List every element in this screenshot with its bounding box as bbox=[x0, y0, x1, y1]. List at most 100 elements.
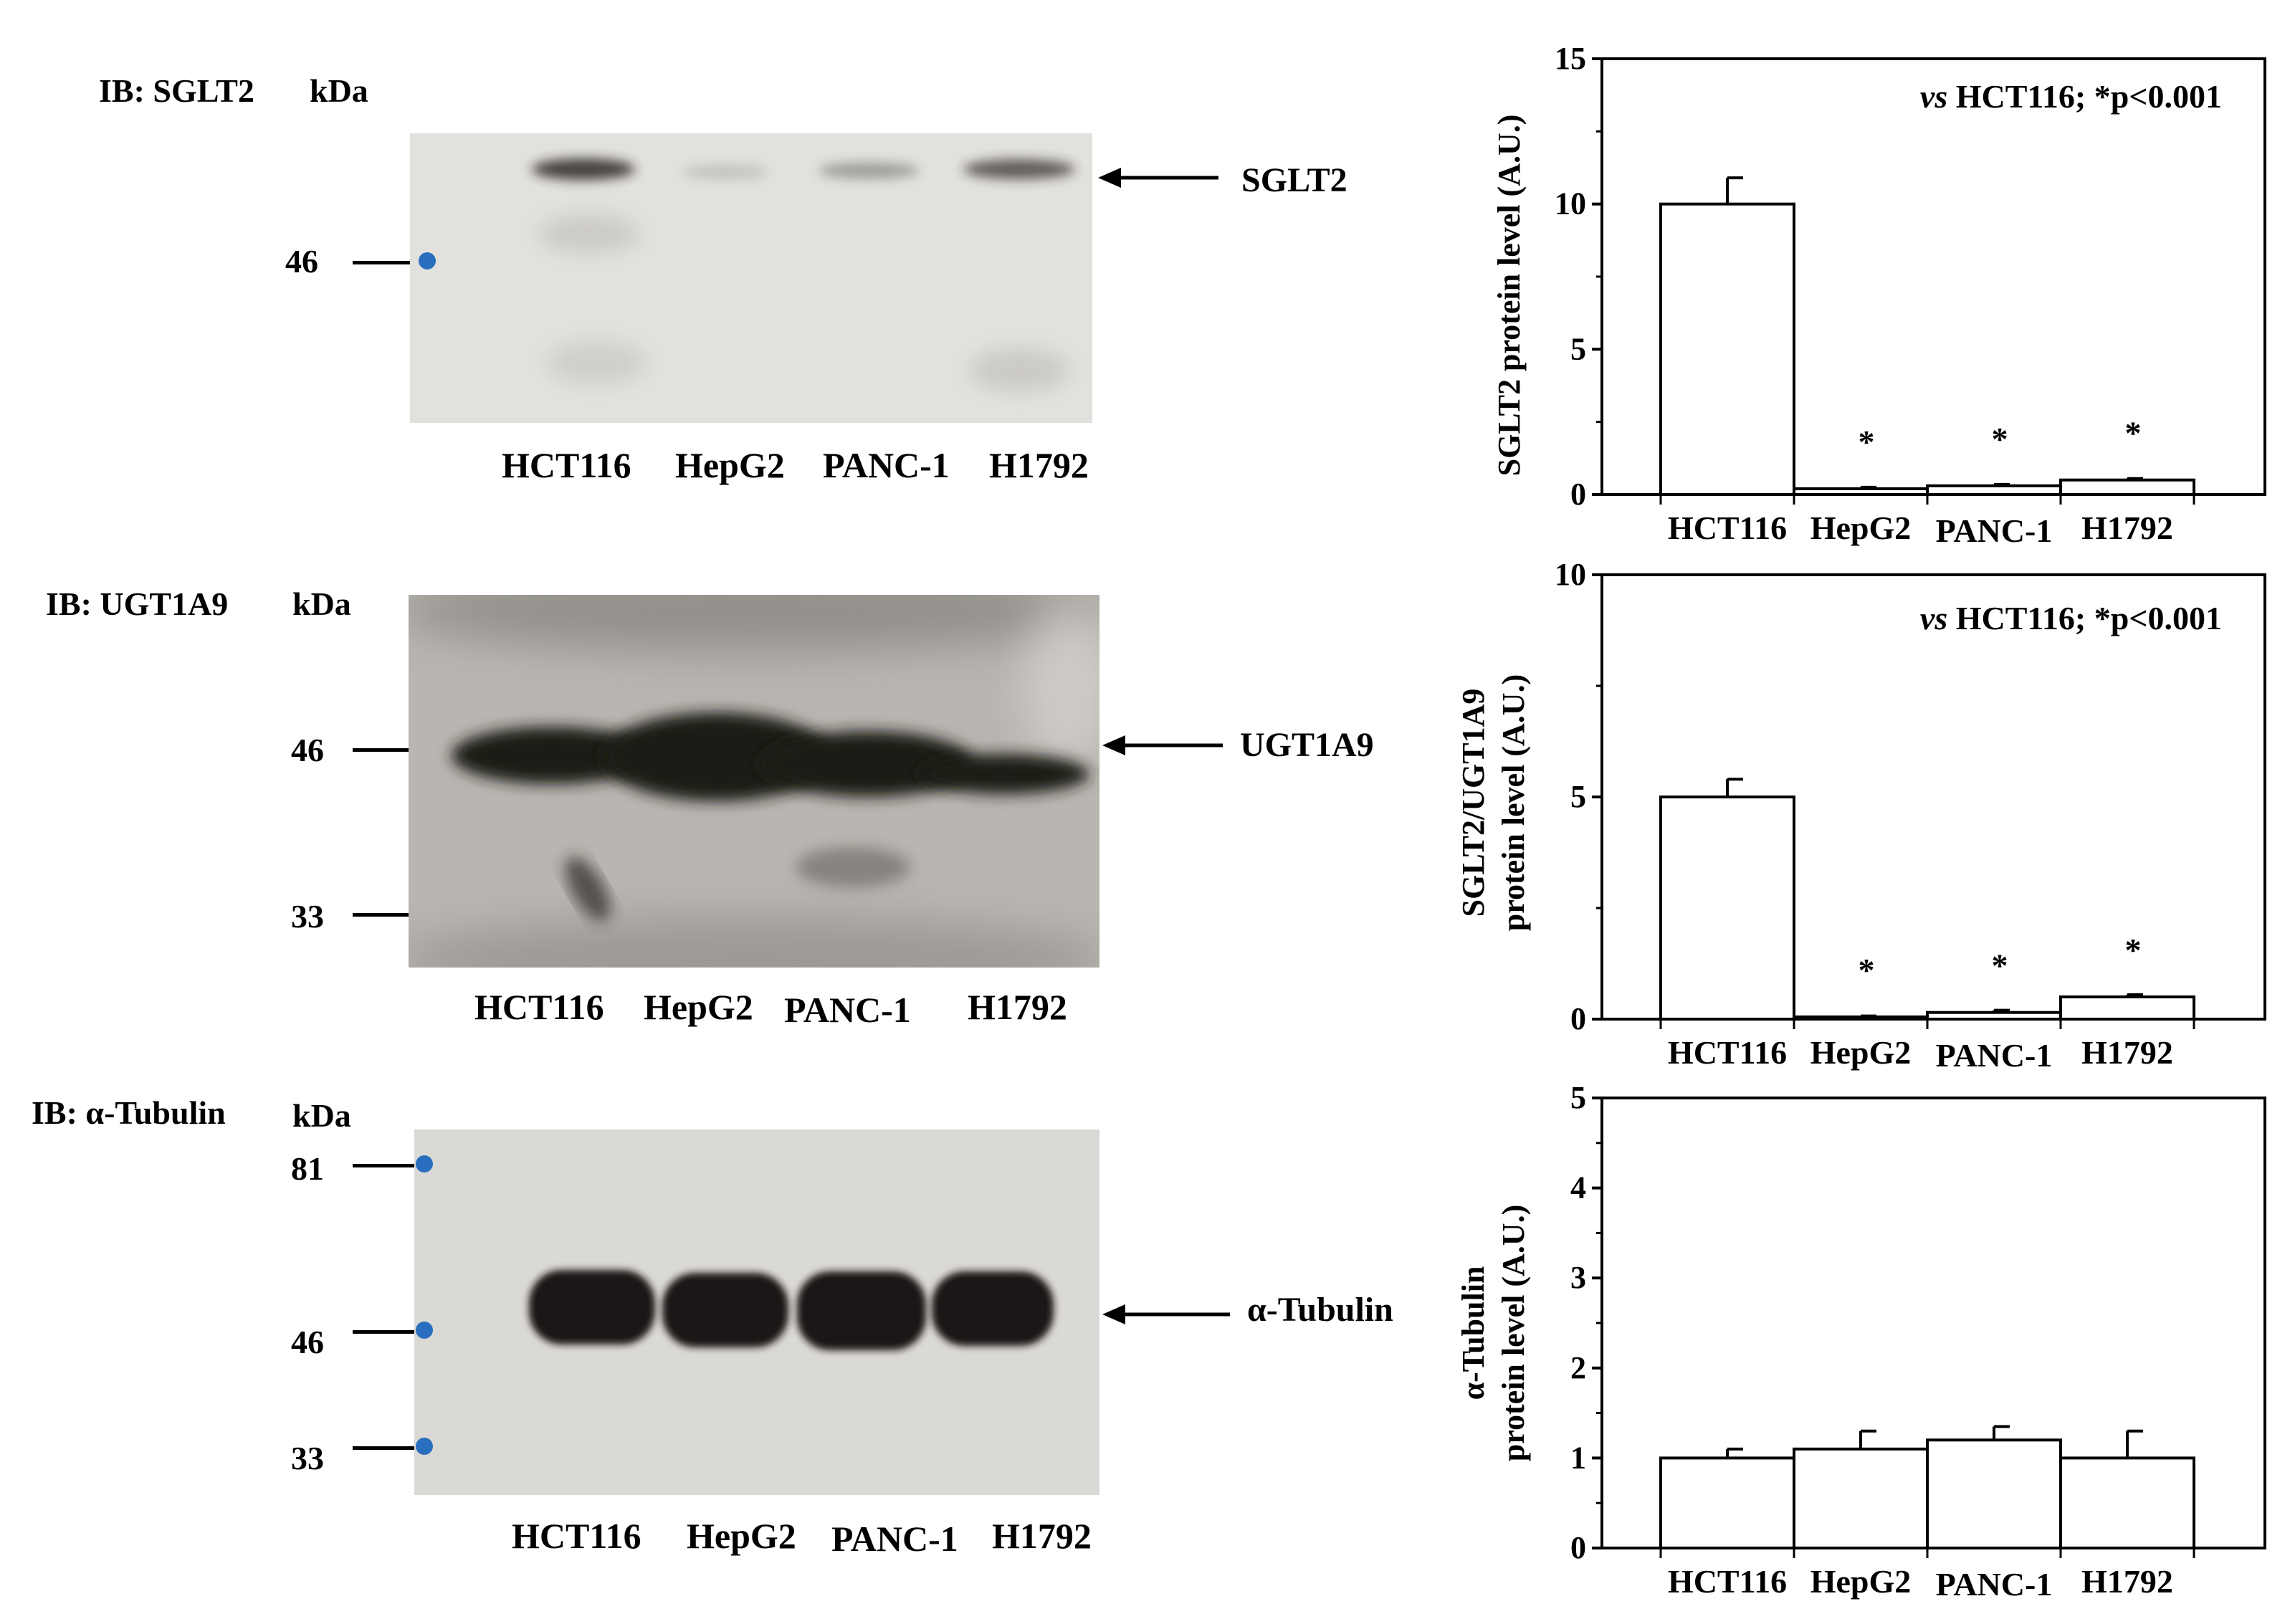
blot3-band-h1792 bbox=[932, 1271, 1054, 1346]
blot1-band-panc1 bbox=[819, 163, 919, 178]
blot3-band-hct116 bbox=[529, 1270, 655, 1344]
blot2-lane-panc1: PANC-1 bbox=[784, 990, 911, 1030]
y-tick-label: 0 bbox=[1570, 477, 1586, 512]
blot3-band-panc1 bbox=[797, 1271, 926, 1350]
blot2-kda-label: kDa bbox=[292, 586, 351, 622]
bar-panc1 bbox=[1926, 1438, 2062, 1550]
y-axis-label: protein level (A.U.) bbox=[1496, 1205, 1531, 1461]
significance-marker: * bbox=[1992, 947, 2008, 984]
blot1-bands bbox=[419, 158, 1075, 391]
bar-h1792 bbox=[2059, 995, 2195, 1021]
x-tick-label: HCT116 bbox=[1668, 510, 1787, 546]
bar-panc1 bbox=[1926, 484, 2062, 497]
x-tick-label: H1792 bbox=[2081, 1563, 2173, 1600]
blot2-lane-hct116: HCT116 bbox=[474, 987, 604, 1027]
blot3-marker-33: 33 bbox=[291, 1440, 324, 1476]
significance-marker: * bbox=[1859, 424, 1875, 460]
blot3-marker-dot-46 bbox=[416, 1322, 433, 1339]
blot2-bands bbox=[409, 595, 1099, 968]
blot2-band-hct116 bbox=[452, 727, 652, 784]
blot3-bands bbox=[416, 1155, 1054, 1455]
x-tick-label: HepG2 bbox=[1810, 510, 1912, 546]
sglt2-bar-chart: 0 5 10 15 HCT116 * HepG2 * PANC-1 * H1792 SGLT2 pro… bbox=[1492, 41, 2266, 549]
y-tick-label: 2 bbox=[1570, 1350, 1586, 1385]
y-tick-label: 10 bbox=[1555, 557, 1586, 592]
x-tick-label: PANC-1 bbox=[1936, 1037, 2053, 1074]
significance-annotation: vs HCT116; *p<0.001 bbox=[1920, 600, 2222, 636]
blot2-marker-33: 33 bbox=[291, 898, 324, 935]
blot1-title: IB: SGLT2 bbox=[99, 72, 254, 109]
bar-hct116 bbox=[1659, 202, 1795, 497]
y-axis-label: protein level (A.U.) bbox=[1496, 674, 1531, 931]
blot3-marker-line-81 bbox=[353, 1164, 457, 1167]
blot2-lane-h1792: H1792 bbox=[968, 987, 1067, 1027]
bar-hepg2 bbox=[1793, 1447, 1929, 1550]
blot3-kda-label: kDa bbox=[292, 1097, 351, 1134]
y-tick-label: 5 bbox=[1570, 1080, 1586, 1115]
blot1-lane-h1792: H1792 bbox=[989, 445, 1089, 485]
bar-h1792 bbox=[2059, 1456, 2195, 1550]
blot1-band-h1792 bbox=[963, 159, 1075, 179]
blot1-arrow bbox=[1098, 168, 1218, 188]
y-tick-label: 5 bbox=[1570, 331, 1586, 366]
y-tick-label: 1 bbox=[1570, 1440, 1586, 1475]
bar-hepg2 bbox=[1793, 487, 1929, 496]
x-tick-label: HCT116 bbox=[1668, 1563, 1787, 1600]
bar-hct116 bbox=[1659, 796, 1795, 1021]
significance-annotation: vs HCT116; *p<0.001 bbox=[1920, 78, 2222, 115]
tubulin-bar-chart: 0 1 2 3 4 5 HCT116 HepG2 PANC-1 H1792 α-Tubulin pro… bbox=[1456, 1080, 2266, 1602]
y-axis-label: SGLT2/UGT1A9 bbox=[1456, 689, 1491, 917]
bar-h1792 bbox=[2059, 478, 2195, 497]
blot1-lane-hepg2: HepG2 bbox=[675, 445, 785, 485]
blot3-band-label: α-Tubulin bbox=[1247, 1291, 1393, 1329]
blot1-marker-dot bbox=[419, 252, 436, 269]
blot3-arrow bbox=[1102, 1304, 1230, 1324]
significance-marker: * bbox=[2125, 415, 2142, 452]
y-axis-label: SGLT2 protein level (A.U.) bbox=[1492, 115, 1527, 477]
blot3-title: IB: α-Tubulin bbox=[32, 1094, 226, 1131]
blot3-band-hepg2 bbox=[662, 1273, 788, 1347]
blot1-marker-line bbox=[353, 261, 453, 264]
y-tick-label: 4 bbox=[1570, 1170, 1586, 1205]
blot2-band-panc1 bbox=[760, 731, 975, 797]
y-tick-label: 3 bbox=[1570, 1260, 1586, 1295]
y-tick-label: 0 bbox=[1570, 1001, 1586, 1036]
x-tick-label: H1792 bbox=[2081, 510, 2173, 546]
blot3-marker-dot-33 bbox=[416, 1438, 433, 1455]
sglt2-ugt1a9-bar-chart: 0 5 10 HCT116 * HepG2 * PANC-1 * H1792 SGLT2/UGT1A… bbox=[1456, 557, 2266, 1074]
blot3-lane-hepg2: HepG2 bbox=[687, 1516, 796, 1556]
significance-marker: * bbox=[1859, 952, 1875, 988]
y-tick-label: 10 bbox=[1555, 186, 1586, 221]
blot1-kda-label: kDa bbox=[310, 72, 368, 109]
blot2-marker-line-46 bbox=[353, 748, 457, 752]
significance-marker: * bbox=[1992, 421, 2008, 457]
blot1-marker-46: 46 bbox=[285, 243, 318, 280]
x-tick-label: HepG2 bbox=[1810, 1563, 1912, 1600]
x-tick-label: HepG2 bbox=[1810, 1034, 1912, 1071]
blot1-band-hct116 bbox=[532, 158, 635, 180]
blot1-band-hepg2 bbox=[682, 165, 768, 179]
blot2-image bbox=[409, 595, 1099, 968]
blot2-arrow bbox=[1102, 735, 1223, 755]
x-tick-label: PANC-1 bbox=[1936, 1566, 2053, 1602]
blot3-lane-panc1: PANC-1 bbox=[831, 1519, 958, 1559]
y-tick-label: 5 bbox=[1570, 779, 1586, 814]
blot3-marker-46: 46 bbox=[291, 1324, 324, 1360]
significance-marker: * bbox=[2125, 932, 2142, 968]
blot3-lane-hct116: HCT116 bbox=[512, 1516, 641, 1556]
blot2-marker-line-33 bbox=[353, 913, 457, 917]
x-tick-label: H1792 bbox=[2081, 1034, 2173, 1071]
y-tick-label: 15 bbox=[1555, 41, 1586, 76]
blot3-marker-dot-81 bbox=[416, 1155, 433, 1172]
blot2-title: IB: UGT1A9 bbox=[46, 586, 229, 622]
blot3-image bbox=[414, 1129, 1099, 1495]
blot3-marker-line-46 bbox=[353, 1330, 457, 1334]
bar-hct116 bbox=[1659, 1456, 1795, 1550]
blot2-band-label: UGT1A9 bbox=[1240, 726, 1374, 764]
y-tick-label: 0 bbox=[1570, 1530, 1586, 1565]
blot2-lane-hepg2: HepG2 bbox=[644, 987, 753, 1027]
x-tick-label: HCT116 bbox=[1668, 1034, 1787, 1071]
blot1-lane-hct116: HCT116 bbox=[502, 445, 631, 485]
blot3-lane-h1792: H1792 bbox=[992, 1516, 1092, 1556]
blot1-lane-panc1: PANC-1 bbox=[823, 445, 950, 485]
